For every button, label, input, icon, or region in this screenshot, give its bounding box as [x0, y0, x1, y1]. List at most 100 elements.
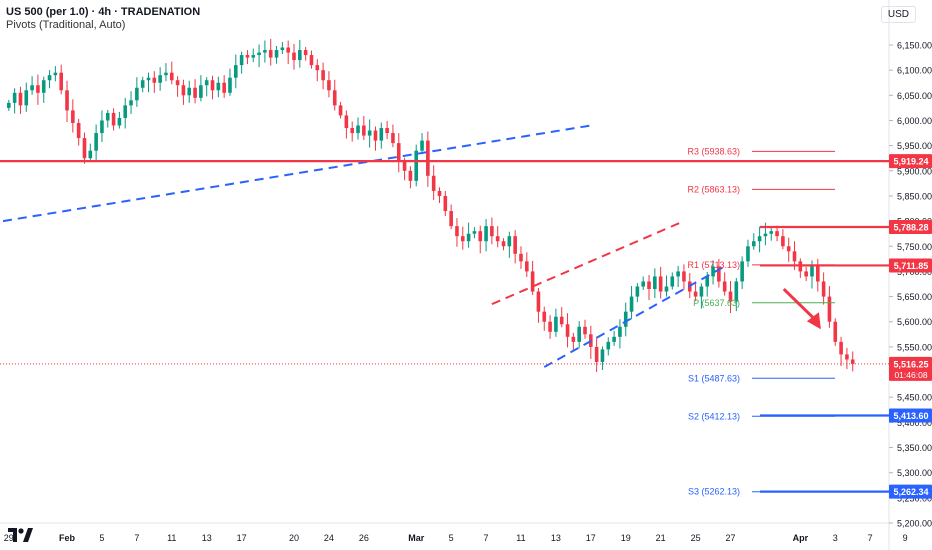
s2-line-tag	[889, 408, 932, 423]
candle	[740, 261, 744, 282]
candle	[577, 326, 581, 342]
candle	[827, 296, 832, 322]
y-tick-label: 5,950.00	[897, 141, 932, 151]
candle	[728, 291, 733, 302]
candle	[682, 271, 686, 282]
candle	[647, 281, 651, 290]
candle	[484, 226, 488, 242]
x-tick-label: 5	[99, 533, 104, 543]
candle	[536, 291, 541, 312]
indicator-label[interactable]: Pivots (Traditional, Auto)	[6, 19, 126, 31]
long-trendline[interactable]	[2, 124, 591, 223]
candle	[396, 143, 401, 161]
channel-upper[interactable]	[491, 220, 685, 306]
pivot-s1-label: S1 (5487.63)	[688, 373, 740, 383]
x-tick-label: 5	[449, 533, 454, 543]
candle	[47, 75, 52, 81]
y-tick-label: 5,850.00	[897, 191, 932, 201]
x-tick-label: 20	[289, 533, 299, 543]
candle	[850, 359, 855, 364]
x-tick-label: Feb	[59, 533, 76, 543]
candle	[140, 80, 145, 88]
x-tick-label: 13	[551, 533, 561, 543]
candle	[158, 75, 162, 83]
candle	[693, 291, 698, 297]
candle	[571, 336, 576, 342]
y-tick-label: 5,550.00	[897, 342, 932, 352]
candle	[210, 80, 215, 91]
candle	[204, 80, 209, 86]
upper-tag-label: 5,788.28	[893, 223, 928, 233]
candle	[460, 236, 465, 242]
candle	[234, 65, 238, 78]
candle	[391, 133, 395, 144]
x-tick-label: Mar	[408, 533, 425, 543]
bearish-arrow[interactable]	[782, 287, 818, 323]
candle	[315, 65, 320, 71]
candle	[629, 296, 634, 312]
x-tick-label: 24	[324, 533, 334, 543]
candle	[82, 138, 87, 159]
candle	[751, 241, 756, 247]
candle	[100, 120, 104, 134]
candle	[373, 130, 378, 141]
candle	[362, 125, 366, 136]
candle	[821, 281, 826, 297]
candle	[618, 326, 622, 337]
channel-lower[interactable]	[543, 265, 726, 368]
candle	[612, 336, 616, 342]
candle	[111, 112, 116, 126]
candle	[7, 102, 11, 108]
candle	[367, 130, 372, 136]
pivot-s2-label: S2 (5412.13)	[688, 411, 740, 421]
candle	[65, 90, 69, 111]
resistance-tag	[889, 154, 932, 169]
candle	[530, 271, 535, 292]
candle	[641, 281, 645, 287]
candle	[781, 236, 785, 247]
pivot-s3-label: S3 (5262.13)	[688, 487, 740, 497]
candle	[263, 50, 267, 53]
candle	[303, 50, 308, 56]
candle	[245, 55, 250, 58]
y-tick-label: 5,200.00	[897, 519, 932, 529]
candle	[402, 160, 407, 171]
x-tick-label: 7	[484, 533, 489, 543]
y-tick-label: 5,900.00	[897, 166, 932, 176]
candle	[623, 311, 628, 327]
candle	[414, 150, 419, 181]
s3-line-tag	[889, 484, 932, 499]
candle	[41, 80, 46, 93]
y-tick-label: 5,300.00	[897, 468, 932, 478]
candle	[257, 52, 261, 56]
x-tick-label: 7	[868, 533, 873, 543]
s3-line-tag-label: 5,262.34	[893, 487, 928, 497]
candle	[548, 321, 552, 332]
y-tick-label: 5,600.00	[897, 317, 932, 327]
candle	[810, 266, 814, 277]
x-tick-label: 27	[725, 533, 735, 543]
x-tick-label: 17	[586, 533, 596, 543]
candle	[280, 47, 285, 51]
price-axis[interactable]	[889, 0, 932, 550]
candle	[670, 276, 675, 287]
candle	[746, 246, 750, 262]
candle	[437, 190, 442, 196]
resistance-tag-label: 5,919.24	[893, 157, 928, 167]
x-tick-label: 21	[656, 533, 666, 543]
candle	[94, 133, 98, 151]
currency-selector[interactable]: USD	[880, 6, 916, 23]
x-tick-label: 7	[134, 533, 139, 543]
candle	[711, 266, 715, 277]
candle	[722, 281, 727, 292]
x-tick-label: 11	[516, 533, 525, 543]
candle	[763, 233, 768, 237]
chart-title: US 500 (per 1.0) · 4h · TRADENATION	[6, 6, 201, 18]
candle	[135, 87, 139, 101]
candle	[193, 87, 197, 98]
pivot-r1-label: R1 (5713.13)	[687, 260, 740, 270]
candle	[105, 112, 110, 121]
candle	[379, 128, 384, 141]
